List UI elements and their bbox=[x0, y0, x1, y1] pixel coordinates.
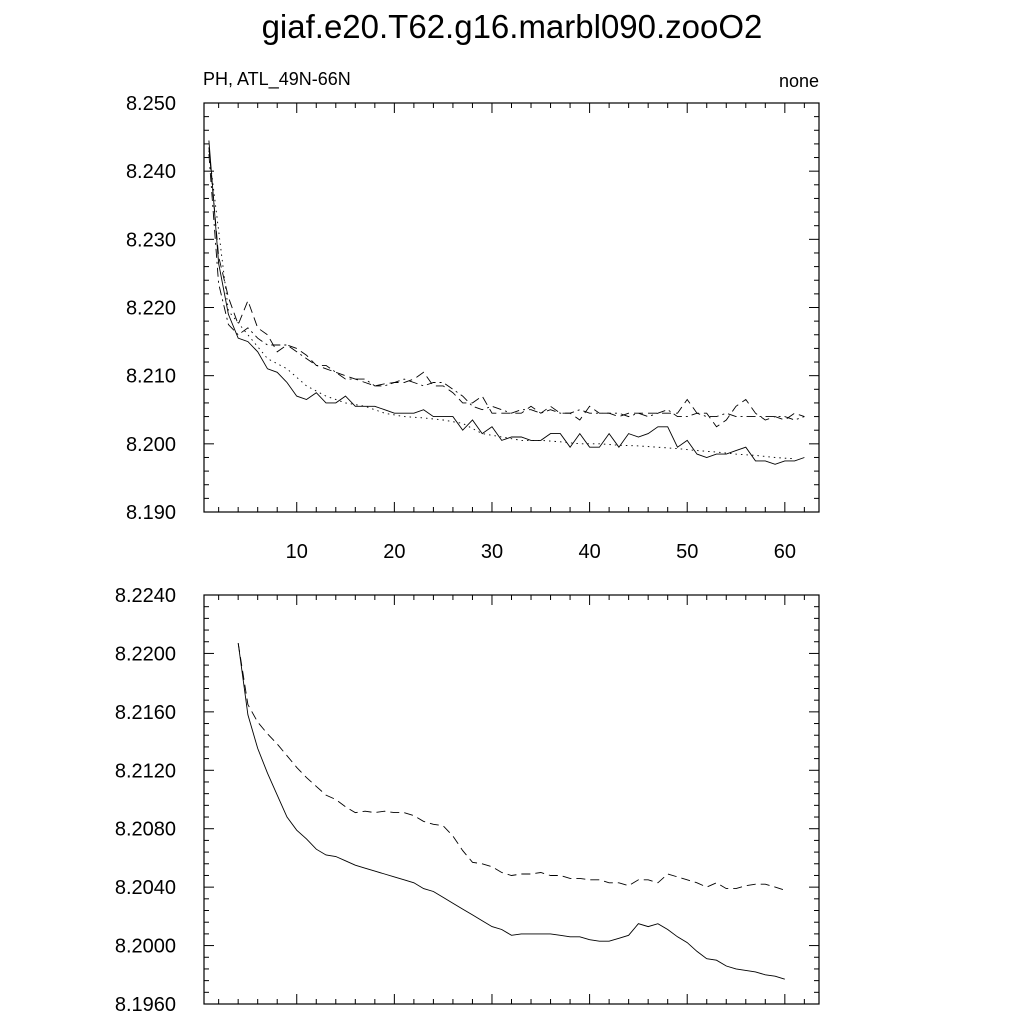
bottom-y-tick-label: 8.2160 bbox=[115, 702, 176, 724]
top-series-dashdot-line bbox=[208, 154, 805, 421]
bottom-y-tick-label: 8.2200 bbox=[115, 643, 176, 665]
bottom-y-tick-label: 8.2120 bbox=[115, 760, 176, 782]
bottom-y-tick-label: 8.2040 bbox=[115, 877, 176, 899]
top-x-tick-label: 60 bbox=[774, 541, 796, 563]
top-x-tick-label: 40 bbox=[578, 541, 600, 563]
top-series-solid-line bbox=[208, 140, 805, 465]
bottom-series-solid-line bbox=[237, 643, 785, 980]
top-x-tick-label: 10 bbox=[286, 541, 308, 563]
top-y-tick-label: 8.230 bbox=[126, 229, 176, 251]
top-x-tick-label: 30 bbox=[481, 541, 503, 563]
top-x-tick-label: 50 bbox=[676, 541, 698, 563]
top-panel-ticks: 10 20 30 40 50 60 8.190 8.200 8.210 8.220 8.230 8.2… bbox=[126, 93, 819, 563]
top-y-tick-label: 8.210 bbox=[126, 366, 176, 388]
top-panel-series bbox=[208, 140, 805, 465]
bottom-panel: 8.1960 8.2000 8.2040 8.2080 8.2120 8.2160 8.22… bbox=[115, 585, 820, 1016]
top-y-tick-label: 8.220 bbox=[126, 298, 176, 320]
top-panel-right-label: none bbox=[779, 71, 819, 91]
top-y-tick-label: 8.240 bbox=[126, 161, 176, 183]
top-panel: PH, ATL_49N-66N none 10 20 30 40 50 60 8.190 8.… bbox=[126, 69, 820, 563]
bottom-y-tick-label: 8.1960 bbox=[115, 994, 176, 1016]
top-series-dashed-line bbox=[208, 147, 805, 428]
top-y-tick-label: 8.190 bbox=[126, 502, 176, 524]
top-x-tick-label: 20 bbox=[383, 541, 405, 563]
bottom-panel-series bbox=[237, 643, 785, 980]
top-series-dotted-line bbox=[208, 150, 795, 460]
top-y-tick-label: 8.200 bbox=[126, 434, 176, 456]
bottom-y-tick-label: 8.2080 bbox=[115, 819, 176, 841]
bottom-panel-ticks: 8.1960 8.2000 8.2040 8.2080 8.2120 8.2160 8.22… bbox=[115, 585, 819, 1016]
figure-title: giaf.e20.T62.g16.marbl090.zooO2 bbox=[262, 8, 763, 45]
bottom-y-tick-label: 8.2240 bbox=[115, 585, 176, 607]
top-panel-left-label: PH, ATL_49N-66N bbox=[203, 69, 351, 90]
top-panel-frame bbox=[203, 102, 820, 513]
bottom-series-dashed-line bbox=[237, 643, 785, 891]
bottom-panel-frame bbox=[203, 594, 820, 1005]
top-y-tick-label: 8.250 bbox=[126, 93, 176, 115]
bottom-y-tick-label: 8.2000 bbox=[115, 936, 176, 958]
